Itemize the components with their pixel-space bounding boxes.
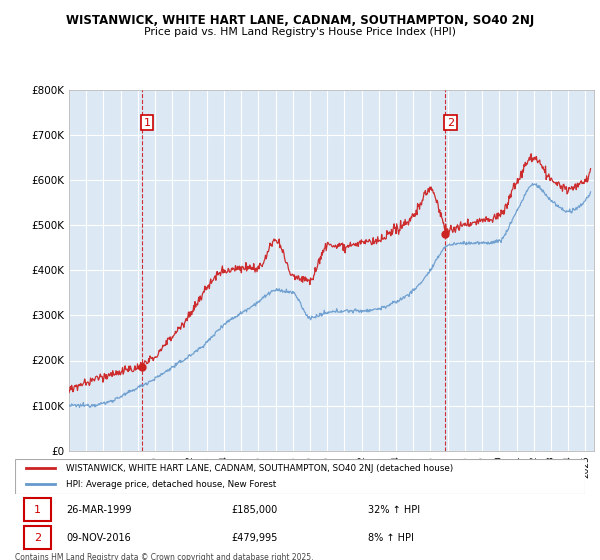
Text: WISTANWICK, WHITE HART LANE, CADNAM, SOUTHAMPTON, SO40 2NJ (detached house): WISTANWICK, WHITE HART LANE, CADNAM, SOU… (66, 464, 454, 473)
Text: 2: 2 (447, 118, 454, 128)
Text: 09-NOV-2016: 09-NOV-2016 (66, 533, 131, 543)
Text: Contains HM Land Registry data © Crown copyright and database right 2025.
This d: Contains HM Land Registry data © Crown c… (15, 553, 314, 560)
Text: 8% ↑ HPI: 8% ↑ HPI (368, 533, 414, 543)
Text: £479,995: £479,995 (232, 533, 278, 543)
Bar (23, 498, 51, 521)
Text: HPI: Average price, detached house, New Forest: HPI: Average price, detached house, New … (66, 480, 277, 489)
Text: 26-MAR-1999: 26-MAR-1999 (66, 505, 132, 515)
Bar (23, 526, 51, 549)
Text: 1: 1 (143, 118, 151, 128)
Text: 32% ↑ HPI: 32% ↑ HPI (368, 505, 421, 515)
Text: £185,000: £185,000 (232, 505, 278, 515)
Text: WISTANWICK, WHITE HART LANE, CADNAM, SOUTHAMPTON, SO40 2NJ: WISTANWICK, WHITE HART LANE, CADNAM, SOU… (66, 14, 534, 27)
Text: 2: 2 (34, 533, 41, 543)
Text: Price paid vs. HM Land Registry's House Price Index (HPI): Price paid vs. HM Land Registry's House … (144, 27, 456, 37)
Text: 1: 1 (34, 505, 41, 515)
